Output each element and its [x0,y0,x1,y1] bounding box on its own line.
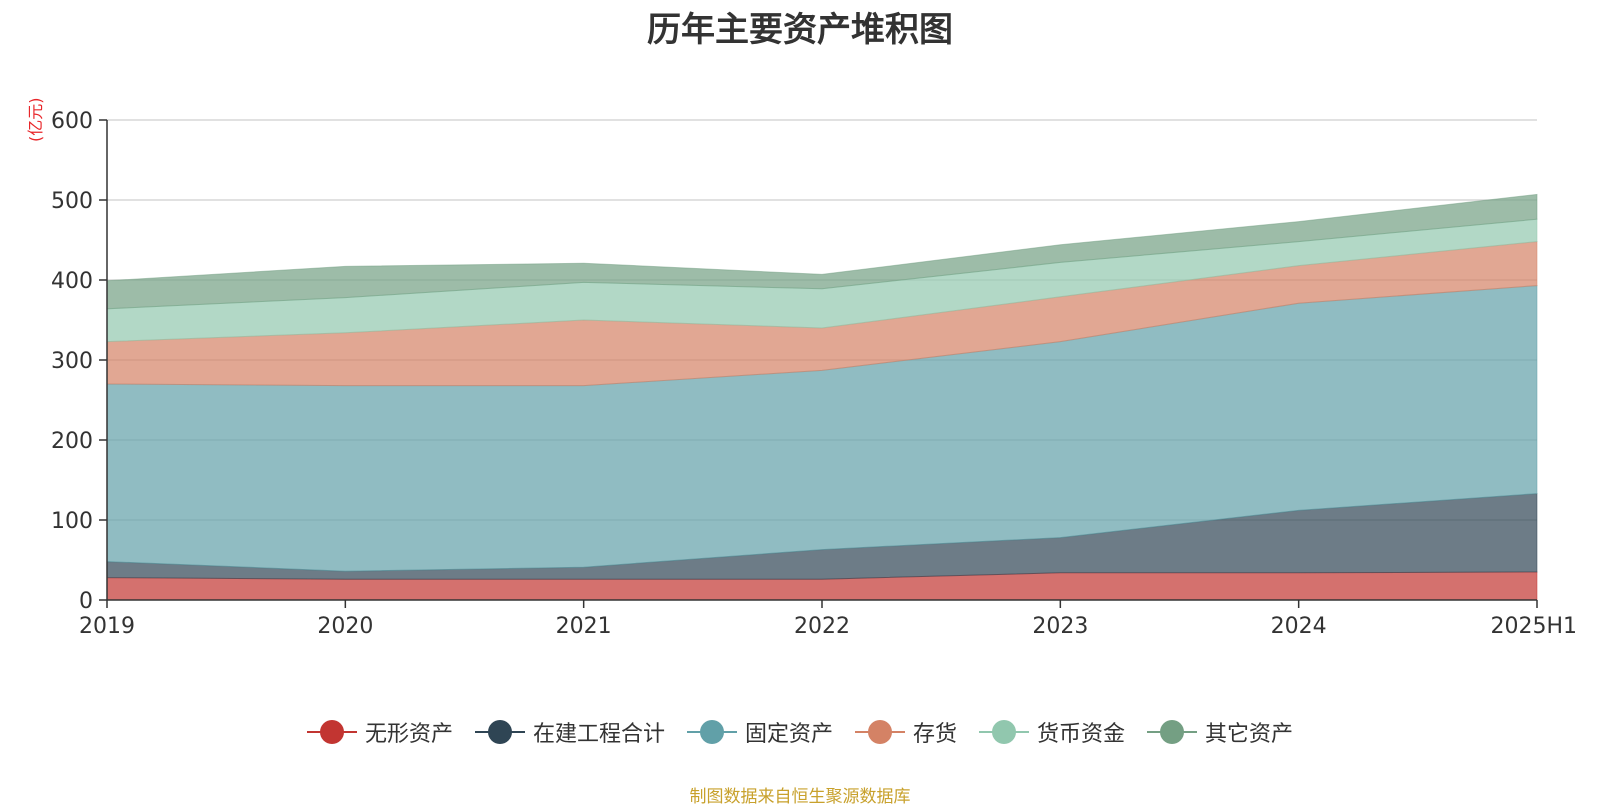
y-tick-label: 300 [51,349,93,374]
legend-swatch [979,719,1030,745]
y-tick-label: 400 [51,269,93,294]
x-tick-label: 2020 [317,614,373,639]
y-tick-label: 200 [51,429,93,454]
legend-swatch [1147,719,1198,745]
y-tick-label: 0 [79,589,93,614]
y-tick-label: 100 [51,509,93,534]
legend-swatch [306,719,357,745]
x-tick-label: 2023 [1032,614,1088,639]
data-source-note: 制图数据来自恒生聚源数据库 [689,787,911,807]
x-tick-label: 2021 [556,614,612,639]
x-tick-label: 2024 [1271,614,1327,639]
x-tick-label: 2019 [79,614,135,639]
legend-swatch [686,719,737,745]
legend-item[interactable]: 在建工程合计 [474,716,665,748]
legend-label: 货币资金 [1037,722,1126,747]
legend-item[interactable]: 存货 [855,716,957,748]
y-axis-ticks: 0 100 200 300 400 500 600 [51,109,107,614]
legend-swatch [474,719,525,745]
area-series [106,193,1538,601]
y-tick-label: 500 [51,189,93,214]
legend-label: 在建工程合计 [532,722,665,747]
area-series-5 [106,193,1538,310]
legend-label: 其它资产 [1205,722,1294,747]
legend-label: 存货 [913,722,958,747]
legend-label: 无形资产 [364,722,453,747]
x-tick-label: 2022 [794,614,850,639]
y-axis-unit-label: (亿元) [26,97,45,143]
legend-item[interactable]: 无形资产 [306,716,453,748]
legend-label: 固定资产 [744,722,833,747]
legend-swatch [855,719,905,745]
x-axis-ticks: 2019 2020 2021 2022 2023 2024 2025H1 [79,600,1577,639]
legend: 无形资产 在建工程合计 固定资产 存货 货币资金 其它资产 [0,712,1600,752]
y-tick-label: 600 [51,109,93,134]
chart-title: 历年主要资产堆积图 [647,10,953,50]
legend-item[interactable]: 其它资产 [1147,716,1293,748]
legend-item[interactable]: 货币资金 [979,716,1125,748]
legend-item[interactable]: 固定资产 [686,716,833,748]
x-tick-label: 2025H1 [1490,614,1577,639]
